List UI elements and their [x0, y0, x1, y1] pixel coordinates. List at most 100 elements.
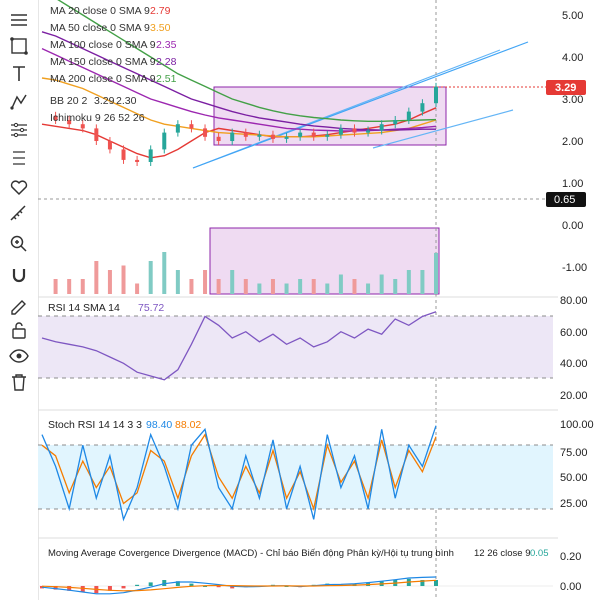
macd-bar [162, 580, 167, 586]
volume-bar [379, 274, 384, 294]
lock-icon[interactable] [7, 344, 31, 368]
candle-body [406, 111, 411, 120]
legend-ma200-value: 2.51 [156, 73, 177, 85]
magnet-icon[interactable] [7, 292, 31, 316]
stoch-rsi-pane[interactable]: Stoch RSI 14 14 3 3 98.40 88.02 [38, 409, 558, 522]
volume-bar [53, 279, 58, 294]
stoch-tick-label: 100.00 [560, 419, 594, 431]
stoch-k-line [41, 425, 437, 522]
candle-body [135, 159, 140, 162]
volume-bar [434, 252, 438, 294]
candle-body [298, 132, 303, 137]
candle-body [257, 134, 262, 137]
stoch-tick-label: 75.00 [560, 447, 588, 459]
legend-bb-label[interactable]: BB 20 2 [50, 95, 88, 107]
stoch-tick-label: 50.00 [560, 472, 588, 484]
macd-pane[interactable]: Moving Average Covergence Divergence (MA… [38, 537, 558, 595]
macd-bar [148, 582, 153, 586]
ruler-icon[interactable] [7, 232, 31, 256]
pattern-icon[interactable] [7, 118, 31, 142]
macd-value: 0.05 [530, 548, 549, 559]
stoch-k-value: 98.40 [146, 419, 172, 431]
trend-line-lower[interactable] [372, 109, 514, 149]
fib-icon[interactable] [7, 174, 31, 198]
chart-canvas[interactable]: MA 20 close 0 SMA 9 2.79 MA 50 close 0 S… [38, 0, 600, 600]
text-icon[interactable] [7, 90, 31, 114]
legend-ma100-value: 2.35 [156, 39, 177, 51]
stoch-d-value: 88.02 [175, 419, 201, 431]
legend-ma150-label[interactable]: MA 150 close 0 SMA 9 [50, 56, 156, 68]
trend-line-icon[interactable] [7, 62, 31, 86]
volume-bar [94, 261, 99, 294]
price-tick-label: 4.00 [562, 52, 583, 64]
rsi-title[interactable]: RSI 14 SMA 14 [48, 302, 120, 314]
macd-bar [216, 586, 221, 588]
legend-ma50-value: 3.50 [150, 22, 171, 34]
price-axis[interactable]: 5.00 4.00 3.00 2.00 1.00 0.00 -1.00 [562, 10, 587, 274]
ma-line-ma20 [41, 107, 437, 159]
ma-line-ma200 [57, 0, 437, 122]
signal-line [41, 579, 437, 592]
macd-bar [40, 586, 44, 589]
price-pane[interactable] [38, 0, 558, 600]
macd-bar [135, 584, 140, 586]
candle-body [420, 103, 425, 112]
measure-settings-icon[interactable] [7, 146, 31, 170]
volume-bar [393, 279, 398, 294]
trend-line-steep[interactable] [192, 41, 529, 169]
volume-bar [366, 283, 371, 294]
lock-pencil-icon[interactable] [7, 318, 31, 342]
volume-bar [338, 274, 343, 294]
legend-ma200-label[interactable]: MA 200 close 0 SMA 9 [50, 73, 156, 85]
menu-icon[interactable] [7, 8, 31, 32]
volume-bar [298, 279, 303, 294]
rsi-pane[interactable]: RSI 14 SMA 14 75.72 [38, 296, 558, 381]
legend-ma50-label[interactable]: MA 50 close 0 SMA 9 [50, 22, 150, 34]
volume-bar [243, 279, 248, 294]
candle-body [352, 128, 357, 133]
candle-body [393, 120, 398, 125]
candle-body [80, 124, 85, 129]
candle-body [325, 134, 330, 137]
macd-bar [80, 586, 85, 592]
candle-body [216, 136, 221, 141]
macd-bar [107, 586, 112, 591]
stoch-title[interactable]: Stoch RSI 14 14 3 3 [48, 419, 142, 431]
crosshair-price-badge [546, 192, 586, 207]
legend-ma150-value: 2.28 [156, 56, 177, 68]
macd-bar [67, 586, 72, 591]
macd-bar [420, 580, 425, 586]
price-tick-label: 3.00 [562, 94, 583, 106]
legend-ichimoku-label[interactable]: Ichimoku 9 26 52 26 [50, 112, 145, 124]
volume-bar [189, 279, 194, 294]
last-price-badge [546, 80, 586, 95]
ma-line-ma50 [41, 77, 437, 138]
stoch-axis[interactable]: 100.00 75.00 50.00 25.00 [560, 419, 594, 510]
volume-bar [420, 270, 425, 294]
rsi-tick-label: 80.00 [560, 295, 588, 307]
rsi-band [38, 316, 553, 378]
legend-ma20-label[interactable]: MA 20 close 0 SMA 9 [50, 5, 150, 17]
candle-body [175, 124, 180, 133]
stoch-band [38, 445, 553, 509]
volume-bar [270, 279, 275, 294]
crosshair-price-value: 0.65 [554, 194, 575, 206]
macd-line [41, 576, 437, 595]
eye-icon[interactable] [7, 370, 31, 394]
macd-bar [230, 586, 235, 589]
legend-ma20-value: 2.79 [150, 5, 171, 17]
macd-tick-label: 0.00 [560, 581, 581, 593]
volume-bar [121, 265, 126, 294]
candle-body [434, 86, 438, 104]
volume-range-box[interactable] [209, 227, 440, 295]
zoom-in-icon[interactable] [7, 264, 31, 288]
volume-bar [325, 283, 330, 294]
volume-bar [148, 261, 153, 294]
heart-icon[interactable] [7, 202, 31, 226]
macd-title[interactable]: Moving Average Covergence Divergence (MA… [48, 548, 454, 559]
macd-axis[interactable]: 0.20 0.00 [560, 551, 581, 593]
volume-bar [162, 252, 167, 294]
crosshair-icon[interactable] [7, 34, 31, 58]
legend-ma100-label[interactable]: MA 100 close 0 SMA 9 [50, 39, 156, 51]
rsi-axis[interactable]: 80.00 60.00 40.00 20.00 [560, 295, 588, 402]
